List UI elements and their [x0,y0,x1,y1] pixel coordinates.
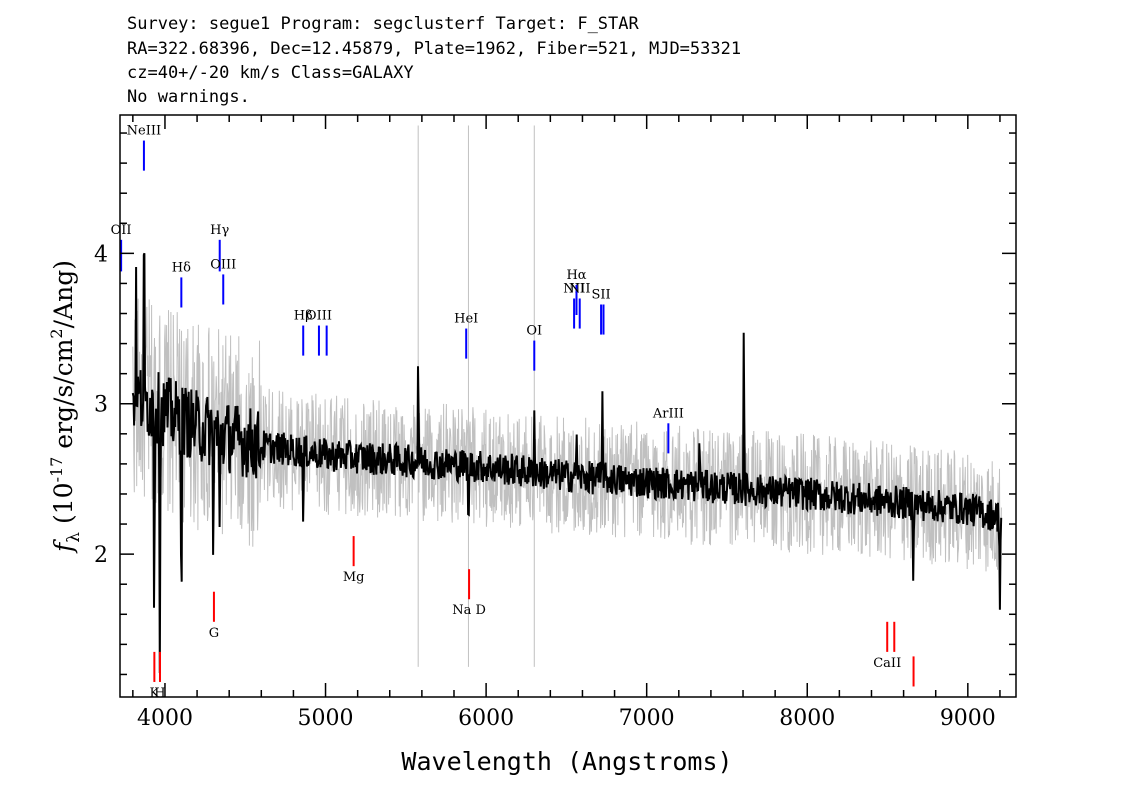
absorption-line-label: Na D [452,603,486,618]
flux-line [131,252,1003,674]
x-tick-label: 4000 [137,706,193,731]
emission-line-label: OII [111,223,132,238]
x-tick-label: 9000 [940,706,996,731]
absorption-line-label: G [209,626,219,641]
x-tick-label: 5000 [298,706,354,731]
header-line-2: RA=322.68396, Dec=12.45879, Plate=1962, … [127,39,741,59]
emission-line-label: OI [526,324,542,339]
emission-line-label: NII [563,281,585,296]
emission-line-label: OIII [306,309,332,324]
emission-line-label: Hγ [210,223,229,238]
absorption-line-label: Mg [343,570,365,585]
axis-ticks: 4000 5000 6000 7000 8000 9000 2 3 4 [94,115,1016,731]
emission-line-label: NII [569,281,591,296]
x-tick-label: 6000 [458,706,514,731]
flux-series [131,252,1003,674]
header-line-4: No warnings. [127,87,250,107]
emission-line-label: Hα [566,268,586,283]
emission-line-label: SII [591,287,610,302]
header-line-3: cz=40+/-20 km/s Class=GALAXY [127,63,414,83]
absorption-line-label: H [154,686,165,701]
emission-line-label: OIII [210,257,236,272]
y-tick-label: 3 [94,393,108,418]
x-tick-label: 7000 [619,706,675,731]
noise-series [132,125,1002,667]
absorption-line-label: K [150,686,160,701]
header-line-1: Survey: segue1 Program: segclusterf Targ… [127,14,640,34]
emission-line-label: ArIII [652,406,684,421]
emission-line-label: NeIII [127,124,161,139]
absorption-line-label: CaII [873,656,901,671]
x-tick-label: 8000 [779,706,835,731]
emission-line-label: Hβ [294,309,313,324]
plot-frame [119,114,1017,698]
y-tick-label: 2 [94,543,108,568]
y-tick-label: 4 [94,242,108,267]
emission-line-label: HeI [454,312,478,327]
y-axis-label: fλ (10-17 erg/s/cm2/Ang) [47,260,84,554]
noise-line [132,297,1002,572]
x-axis-label: Wavelength (Angstroms) [401,747,732,776]
emission-line-label: Hδ [172,260,191,275]
